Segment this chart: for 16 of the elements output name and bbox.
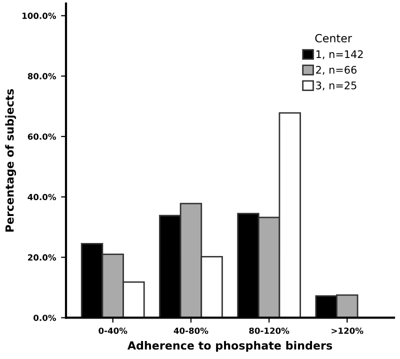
legend-label: 1, n=142 — [316, 50, 363, 60]
legend-title: Center — [315, 34, 352, 42]
x-tick-label: >120% — [332, 328, 364, 334]
legend-label: 3, n=25 — [316, 81, 356, 90]
x-tick-label: 40-80% — [174, 328, 208, 334]
y-tick-label: 100.0% — [22, 12, 56, 19]
y-tick-label: 20.0% — [28, 254, 56, 261]
x-tick-label: 0-40% — [98, 328, 128, 334]
y-tick-label: 80.0% — [28, 73, 56, 80]
x-tick-label: 80-120% — [249, 328, 290, 334]
y-axis-title: Percentage of subjects — [5, 89, 16, 232]
y-tick-label: 0.0% — [34, 314, 56, 321]
x-axis-title: Adherence to phosphate binders — [127, 341, 332, 352]
y-tick-label: 60.0% — [28, 133, 56, 140]
legend-label: 2, n=66 — [316, 66, 357, 75]
y-tick-label: 40.0% — [28, 194, 56, 200]
